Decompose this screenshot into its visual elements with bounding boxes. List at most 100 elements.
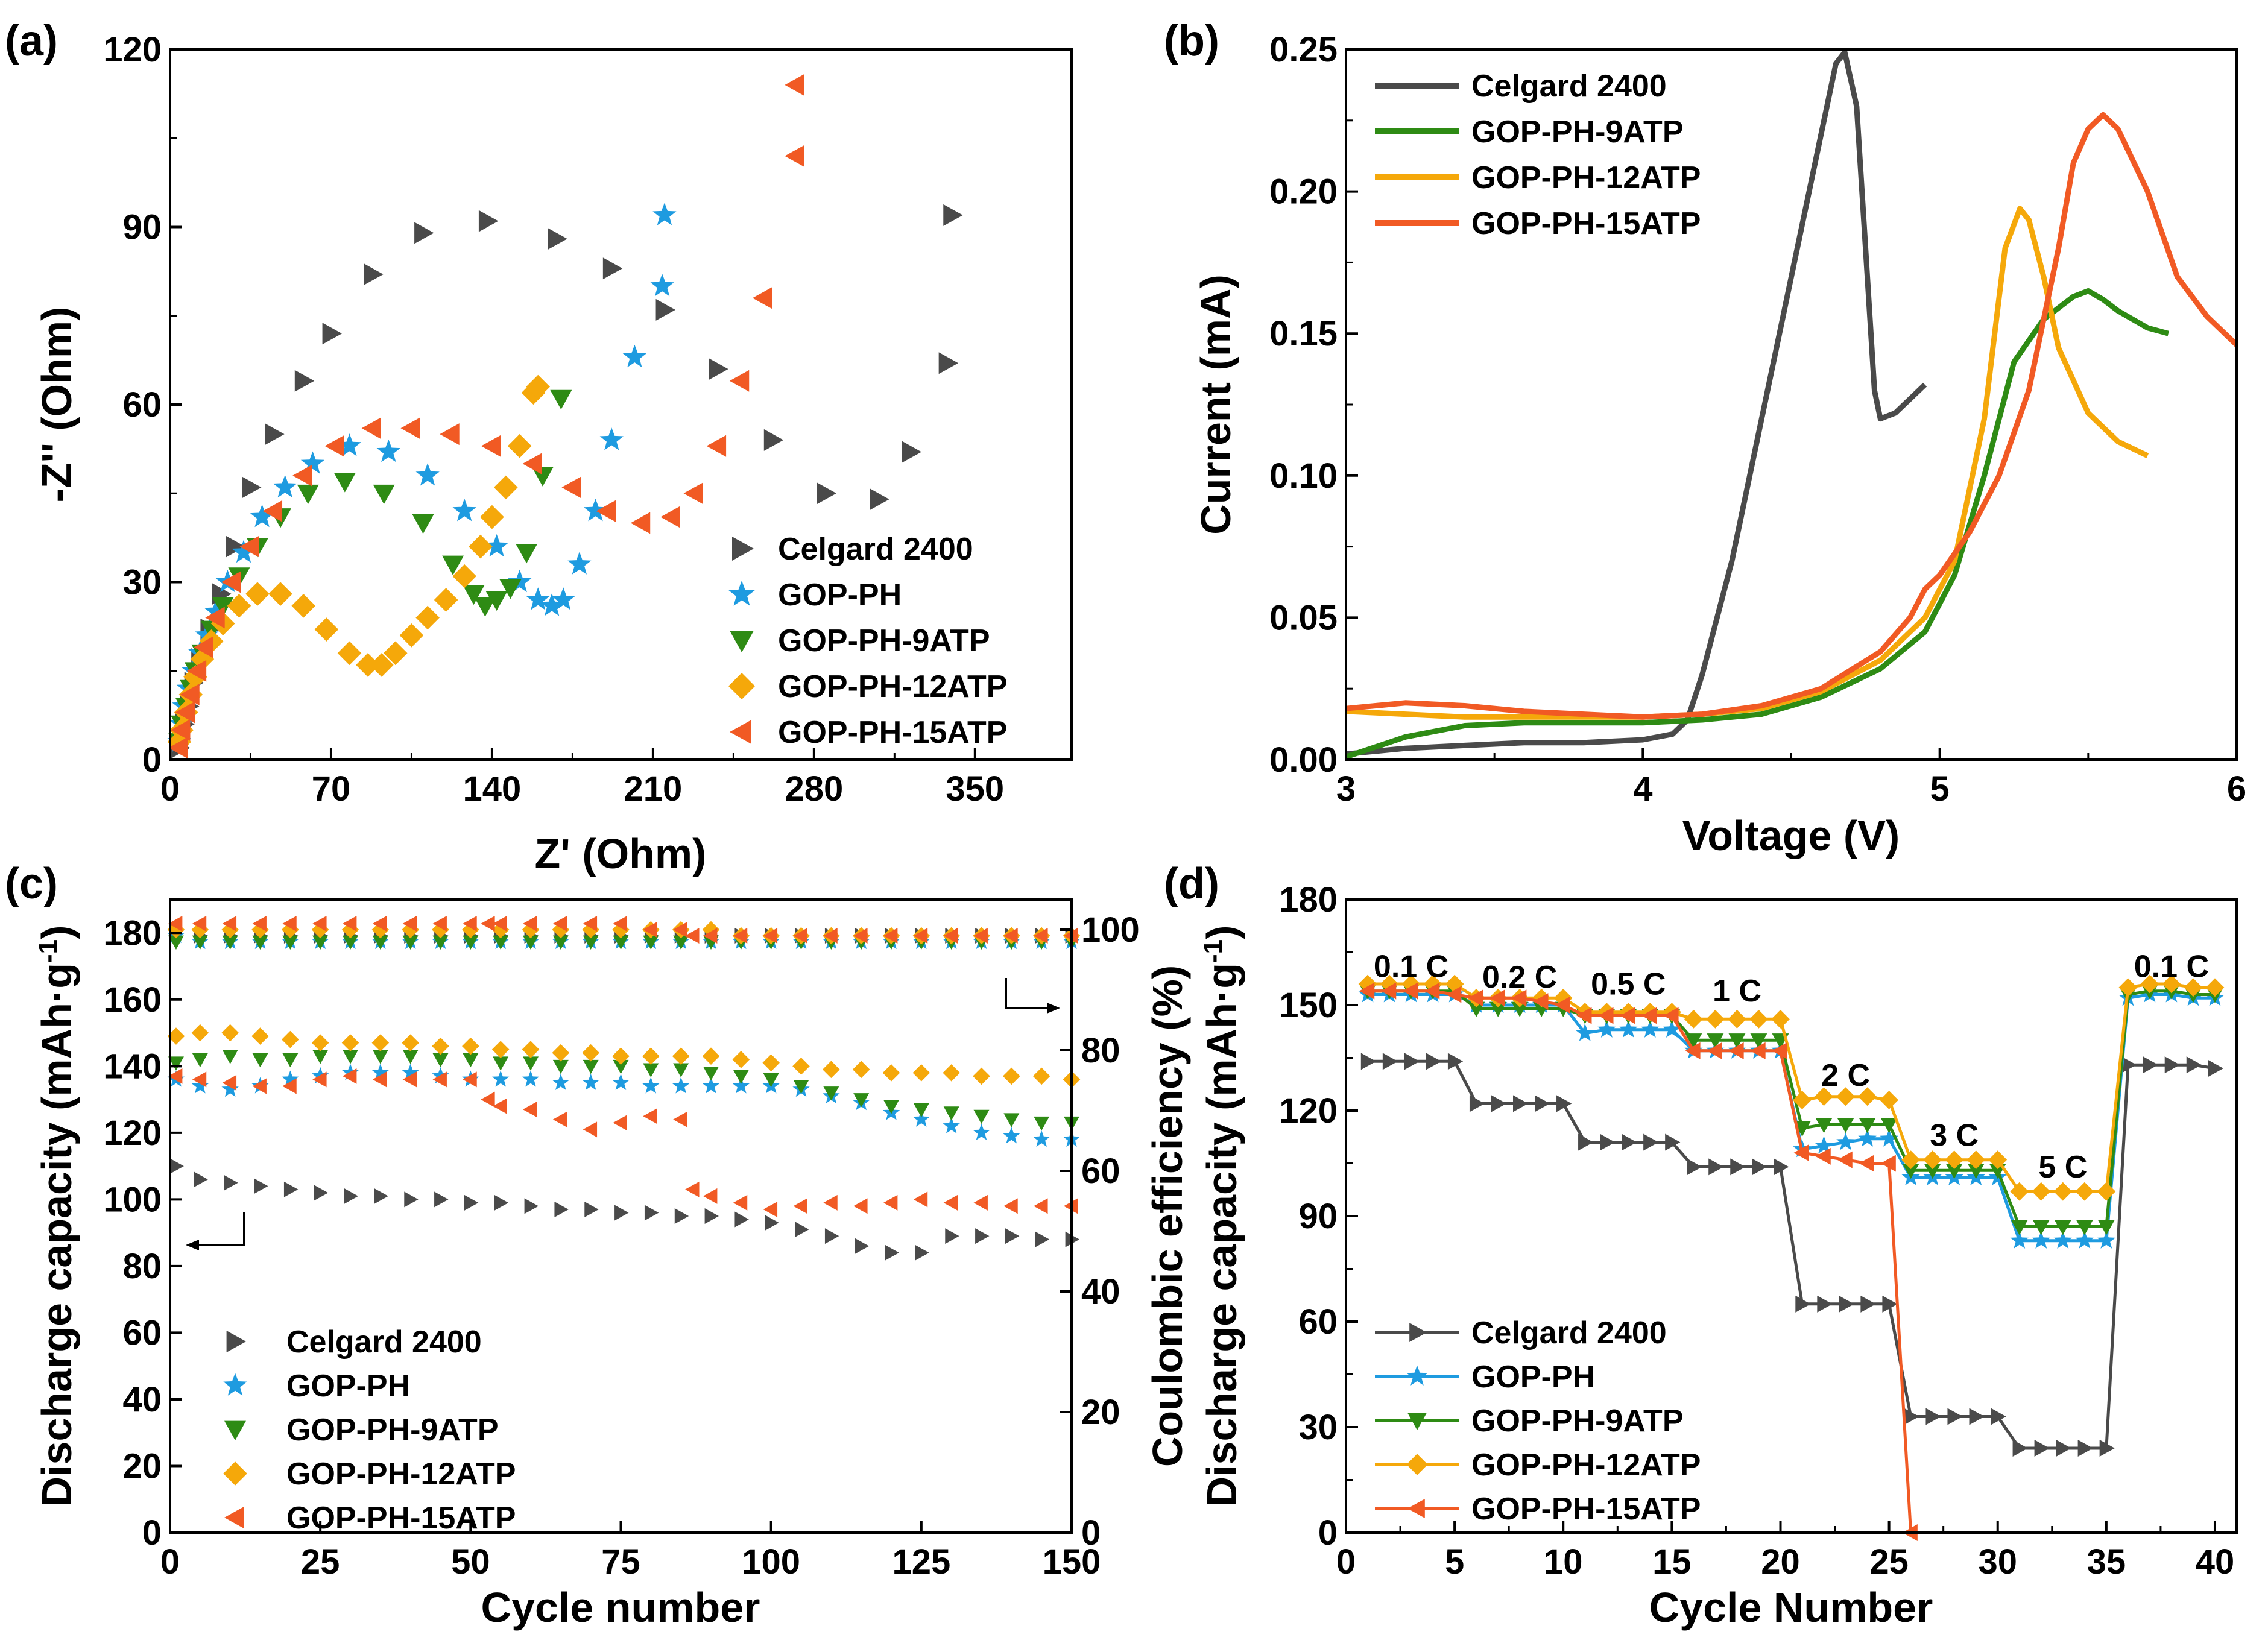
data-point bbox=[400, 417, 420, 440]
capacity-point bbox=[732, 1077, 750, 1094]
data-point bbox=[364, 263, 384, 286]
legend-marker bbox=[1409, 1323, 1427, 1342]
capacity-point bbox=[432, 1037, 449, 1055]
efficiency-point bbox=[913, 928, 928, 944]
data-point bbox=[817, 482, 836, 505]
legend-marker bbox=[223, 1373, 247, 1396]
panel-c-x-axis-label: Cycle number bbox=[481, 1584, 760, 1631]
efficiency-point bbox=[222, 935, 238, 950]
data-point bbox=[322, 323, 342, 345]
panel-a-x-tick-label: 210 bbox=[624, 769, 683, 809]
capacity-point bbox=[344, 1188, 358, 1204]
data-point bbox=[337, 433, 362, 456]
data-point bbox=[1858, 1087, 1877, 1106]
data-point bbox=[1708, 1158, 1724, 1176]
capacity-point bbox=[792, 1058, 810, 1075]
data-point bbox=[943, 204, 963, 226]
panel-c-x-tick-label: 25 bbox=[301, 1542, 340, 1581]
capacity-point bbox=[883, 1100, 899, 1114]
panel-c-y-axis-label-text: Discharge capacity (mAh·g bbox=[33, 963, 80, 1507]
data-point bbox=[186, 660, 207, 682]
panel-c-y-tick-label: 160 bbox=[103, 980, 162, 1020]
data-point bbox=[1685, 1042, 1701, 1059]
capacity-point bbox=[644, 1205, 659, 1221]
capacity-point bbox=[685, 1181, 700, 1197]
capacity-point bbox=[282, 1070, 299, 1087]
panel-d-series-celgard-2400 bbox=[1360, 1053, 2223, 1457]
data-point bbox=[1600, 1133, 1616, 1151]
data-point bbox=[2010, 1231, 2029, 1249]
panel-b-y-tick-label: 0.10 bbox=[1269, 456, 1338, 496]
data-point bbox=[1771, 1009, 1790, 1029]
capacity-point bbox=[943, 1064, 960, 1082]
legend-marker bbox=[224, 1420, 246, 1440]
capacity-point bbox=[733, 1194, 748, 1211]
legend-label: GOP-PH bbox=[778, 578, 902, 613]
panel-c-x-tick-label: 125 bbox=[892, 1542, 950, 1581]
data-point bbox=[2164, 1056, 2180, 1074]
data-point bbox=[1795, 1295, 1811, 1313]
panel-d-x-axis-label: Cycle Number bbox=[1649, 1584, 1933, 1631]
efficiency-point bbox=[1003, 928, 1018, 944]
data-point bbox=[1904, 1408, 1919, 1425]
capacity-point bbox=[1003, 1127, 1020, 1144]
capacity-point bbox=[493, 1098, 507, 1114]
data-point bbox=[442, 555, 464, 576]
data-point bbox=[1859, 1155, 1874, 1172]
rate-label: 2 C bbox=[1821, 1058, 1870, 1093]
capacity-point bbox=[1003, 1113, 1020, 1127]
panel-a-axes: 0 70 140 210 280 350 0 30 60 90 120 bbox=[103, 30, 1004, 809]
data-point bbox=[294, 370, 315, 392]
capacity-point bbox=[1035, 1231, 1050, 1247]
capacity-point bbox=[343, 1068, 357, 1084]
panel-b-series bbox=[1345, 49, 2239, 760]
legend-label: GOP-PH-15ATP bbox=[778, 715, 1007, 750]
data-point bbox=[1424, 982, 1440, 1000]
data-point bbox=[602, 257, 623, 280]
capacity-point bbox=[853, 1198, 868, 1214]
capacity-point bbox=[673, 1063, 689, 1077]
panel-a-y-tick-label: 30 bbox=[122, 563, 162, 602]
legend-label: GOP-PH-15ATP bbox=[286, 1501, 516, 1536]
data-point bbox=[870, 488, 889, 511]
capacity-point bbox=[222, 1074, 237, 1091]
panel-d-series bbox=[1358, 974, 2225, 1541]
legend-marker bbox=[1406, 1454, 1428, 1475]
panel-b-y-tick-label: 0.20 bbox=[1269, 172, 1338, 212]
efficiency-point bbox=[463, 935, 479, 950]
data-point bbox=[1793, 1091, 1812, 1109]
data-point bbox=[1752, 1158, 1767, 1176]
capacity-point bbox=[371, 1064, 390, 1080]
panel-d-label: (d) bbox=[1164, 860, 1219, 908]
data-point bbox=[168, 737, 188, 759]
data-point bbox=[522, 453, 542, 475]
capacity-point bbox=[494, 1194, 509, 1211]
data-point bbox=[204, 599, 228, 622]
capacity-point bbox=[372, 1050, 388, 1064]
panel-d-legend: Celgard 2400 GOP-PH GOP-PH-9ATP GOP-PH-12AT… bbox=[1375, 1316, 1701, 1527]
data-point bbox=[194, 636, 213, 658]
panel-d-x-tick-label: 20 bbox=[1761, 1542, 1800, 1581]
data-point bbox=[1924, 1163, 1941, 1179]
data-point bbox=[1663, 1020, 1681, 1038]
series-line bbox=[1368, 989, 2215, 1228]
efficiency-point bbox=[192, 916, 207, 932]
capacity-point bbox=[703, 1066, 719, 1081]
capacity-point bbox=[973, 1194, 988, 1211]
data-point bbox=[292, 464, 312, 487]
data-point bbox=[356, 653, 380, 677]
capacity-point bbox=[853, 1093, 870, 1108]
data-point bbox=[1880, 1129, 1898, 1147]
panel-c-y2-tick-label: 80 bbox=[1081, 1031, 1120, 1070]
data-point bbox=[2143, 1056, 2158, 1074]
data-point bbox=[2032, 1220, 2050, 1235]
panel-d-x-tick-label: 40 bbox=[2196, 1542, 2235, 1581]
data-point bbox=[561, 476, 581, 499]
panel-a-x-axis-label: Z' (Ohm) bbox=[535, 830, 707, 877]
panel-c-y-axis-label-sup: -1 bbox=[33, 939, 63, 963]
capacity-point bbox=[582, 1074, 599, 1090]
legend-label: GOP-PH-12ATP bbox=[1471, 1448, 1701, 1483]
data-point bbox=[2186, 1056, 2202, 1074]
panel-d-x-tick-label: 0 bbox=[1336, 1542, 1356, 1581]
panel-a-x-tick-label: 140 bbox=[463, 769, 522, 809]
